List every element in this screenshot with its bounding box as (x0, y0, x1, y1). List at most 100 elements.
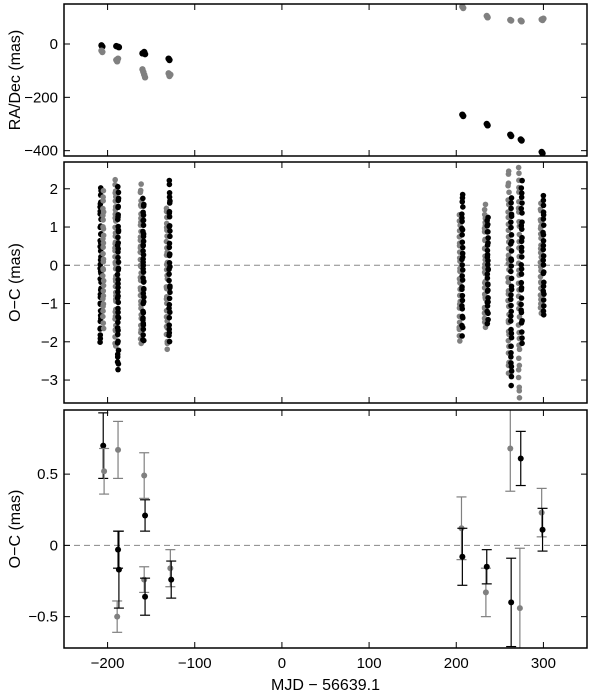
data-point (115, 566, 122, 573)
data-point (508, 200, 514, 206)
data-point (538, 509, 545, 516)
data-point (115, 259, 122, 265)
data-point (100, 187, 107, 194)
data-point (142, 512, 149, 519)
data-point (115, 546, 122, 553)
data-point (459, 191, 466, 198)
data-point (97, 332, 104, 338)
data-point (516, 346, 523, 353)
data-point (460, 204, 466, 210)
data-point (115, 211, 121, 218)
data-point (508, 205, 514, 212)
data-point (459, 273, 465, 279)
data-point (482, 201, 489, 208)
data-point (540, 262, 547, 268)
data-point (100, 194, 106, 200)
data-point (518, 284, 525, 291)
y-tick-label: −400 (24, 143, 58, 160)
x-tick-label: 200 (444, 655, 469, 672)
data-point (100, 217, 106, 223)
data-point (100, 301, 107, 307)
data-point (99, 48, 106, 56)
x-tick-label: 100 (357, 655, 382, 672)
data-point (459, 225, 465, 232)
data-point (516, 362, 523, 369)
data-point (140, 315, 146, 321)
data-point (100, 244, 106, 251)
data-point (518, 329, 525, 335)
error-bar-point (113, 420, 124, 480)
data-point (140, 332, 146, 338)
data-point (540, 297, 547, 303)
error-bar-point (457, 527, 468, 586)
data-point (140, 275, 146, 281)
data-point (115, 293, 121, 299)
data-point (518, 279, 525, 286)
data-point (166, 260, 173, 266)
data-point (508, 599, 515, 606)
data-point (508, 360, 514, 366)
data-point (508, 232, 515, 238)
data-point (518, 205, 525, 212)
error-bar-point (506, 557, 517, 648)
data-point (518, 301, 524, 308)
data-point (484, 308, 490, 315)
error-bar-point (481, 549, 492, 585)
data-point (100, 282, 107, 289)
data-point (140, 217, 147, 224)
y-tick-label: 0.5 (37, 466, 58, 483)
data-point (100, 277, 107, 284)
panel-frame (63, 161, 588, 404)
data-point (484, 251, 491, 258)
plot-area (64, 164, 587, 401)
data-point (166, 177, 173, 184)
data-point (166, 338, 173, 345)
data-point (114, 613, 121, 620)
data-point (100, 240, 107, 246)
data-point (115, 305, 121, 312)
data-point (540, 308, 547, 314)
data-point (168, 576, 175, 583)
data-point (115, 284, 121, 291)
plot-area (64, 410, 587, 648)
data-point (140, 238, 147, 244)
panel-frame (63, 409, 588, 649)
data-point (540, 229, 546, 236)
x-tick-label: −100 (178, 655, 212, 672)
data-point (540, 192, 547, 199)
data-point (485, 287, 491, 294)
error-bar-point (112, 600, 123, 633)
error-bar-point (166, 560, 177, 599)
data-point (518, 185, 525, 191)
data-point (519, 234, 525, 241)
data-point (166, 208, 173, 215)
data-point (459, 232, 465, 238)
data-point (540, 269, 547, 275)
data-point (115, 203, 122, 210)
panel-frame (63, 3, 588, 157)
data-point (460, 4, 467, 12)
data-point (540, 15, 547, 22)
data-point (100, 308, 106, 314)
data-point (485, 214, 491, 221)
y-tick-label: −200 (24, 89, 58, 106)
data-point (515, 366, 522, 373)
data-point (167, 289, 173, 296)
data-point (140, 286, 147, 293)
data-point (508, 211, 515, 218)
data-point (508, 248, 515, 254)
data-point (137, 187, 144, 194)
data-point (516, 170, 522, 177)
data-point (539, 150, 546, 156)
data-point (141, 50, 149, 58)
data-point (114, 55, 122, 62)
x-tick-label: 0 (278, 655, 286, 672)
data-point (515, 374, 522, 381)
data-point (114, 324, 121, 331)
data-point (167, 228, 173, 234)
y-tick-label: 0 (50, 257, 58, 274)
data-point (484, 247, 491, 254)
error-bar-point (480, 567, 491, 618)
data-point (459, 297, 466, 304)
panel-1: −400 −200 0 RA/Dec (mas) (7, 3, 588, 160)
